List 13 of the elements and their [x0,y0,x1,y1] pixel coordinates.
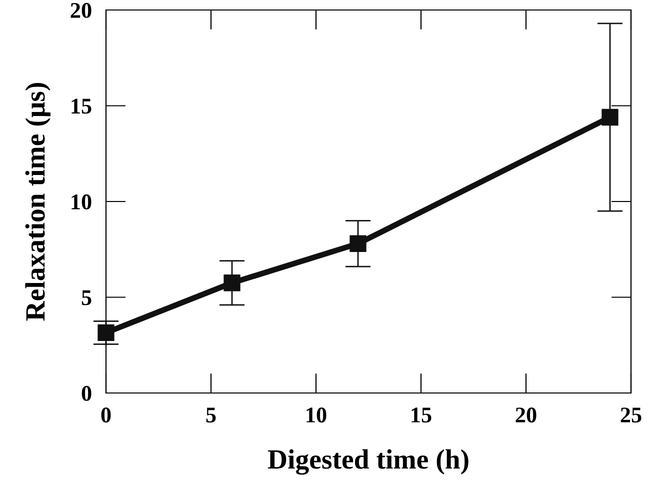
x-axis-title: Digested time (h) [268,449,468,475]
x-tick-label: 20 [516,408,536,423]
x-tick-label: 5 [206,408,216,423]
y-tick-label: 20 [70,2,92,18]
y-tick-label: 0 [82,386,92,401]
x-tick-label: 25 [620,408,642,423]
y-tick-label: 5 [82,290,92,306]
x-tick-label: 0 [101,408,111,423]
y-tick-label: 15 [72,98,92,114]
x-tick-label: 15 [412,408,432,423]
y-tick-label: 10 [72,194,92,210]
y-axis-title: Relaxation time (μs) [25,82,50,321]
x-tick-label: 10 [306,408,326,423]
